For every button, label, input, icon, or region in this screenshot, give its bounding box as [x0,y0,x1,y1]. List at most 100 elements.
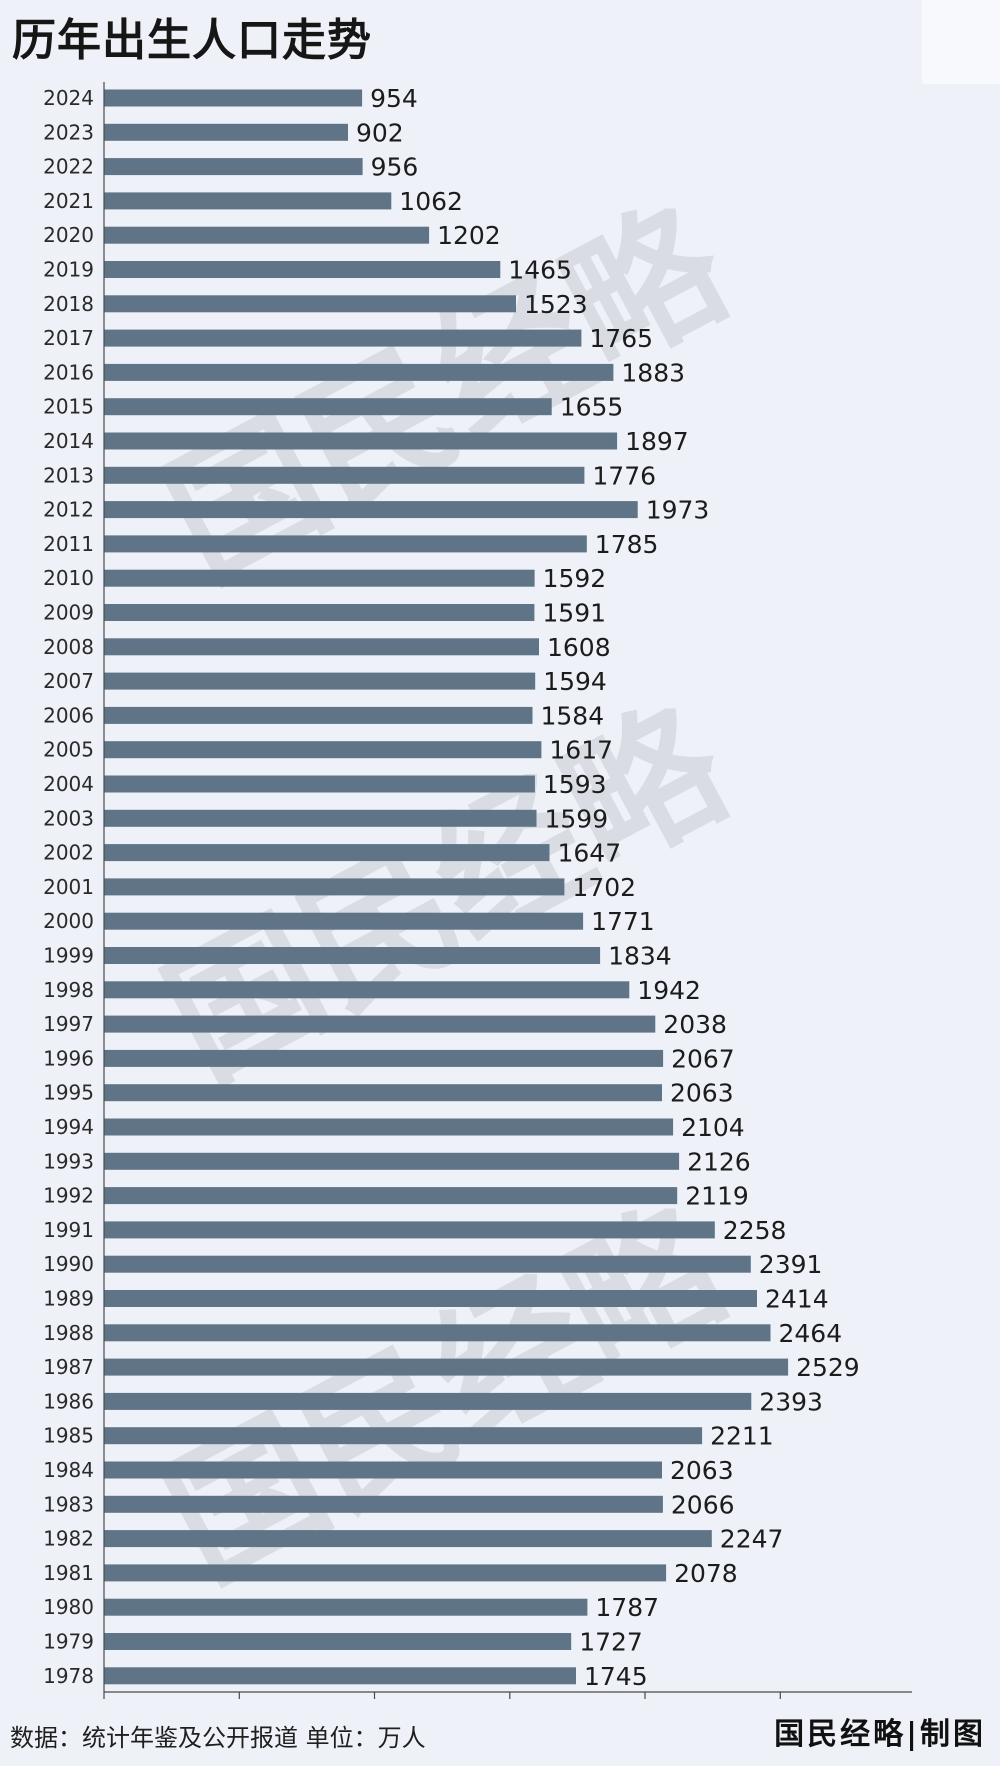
year-label-2022: 2022 [43,155,94,179]
value-label-2012: 1973 [646,496,710,525]
corner-patch [922,0,1000,84]
bar-1999 [104,947,601,964]
year-label-2012: 2012 [43,498,94,522]
year-label-1985: 1985 [43,1424,94,1448]
bar-2007 [104,672,536,690]
value-label-2008: 1608 [547,633,611,662]
value-label-2005: 1617 [549,736,613,765]
year-label-2017: 2017 [43,326,94,350]
value-label-1994: 2104 [681,1113,745,1142]
year-label-2013: 2013 [43,463,94,487]
year-label-2000: 2000 [43,909,94,933]
value-label-2014: 1897 [625,427,689,456]
value-label-1978: 1745 [584,1662,648,1691]
value-label-1993: 2126 [687,1147,751,1176]
bar-1996 [104,1049,664,1067]
year-label-2016: 2016 [43,360,94,384]
value-label-2020: 1202 [437,221,501,250]
bar-1987 [104,1358,789,1376]
value-label-2009: 1591 [542,599,606,628]
value-label-1984: 2063 [670,1456,734,1485]
bar-2021 [104,192,392,210]
year-label-1997: 1997 [43,1012,94,1036]
bar-2019 [104,261,501,278]
year-label-2024: 2024 [43,86,94,110]
bar-1982 [104,1530,712,1548]
value-label-1992: 2119 [685,1182,749,1211]
bar-2002 [104,844,550,862]
value-label-2015: 1655 [560,393,624,422]
value-label-1991: 2258 [723,1216,787,1245]
bar-2022 [104,158,363,176]
year-label-2005: 2005 [43,738,94,762]
bar-1989 [104,1290,757,1307]
bar-2000 [104,912,584,930]
bar-2013 [104,466,585,484]
bar-2009 [104,604,535,621]
bar-2004 [104,775,535,793]
year-label-2004: 2004 [43,772,94,796]
footer-brand: 国民经略|制图 [774,1717,986,1752]
year-label-1984: 1984 [43,1458,94,1482]
year-label-2009: 2009 [43,601,94,625]
year-label-2010: 2010 [43,566,94,590]
value-label-1990: 2391 [759,1250,823,1279]
year-label-2002: 2002 [43,841,94,865]
year-label-1996: 1996 [43,1046,94,1070]
year-label-1981: 1981 [43,1561,94,1585]
bar-2003 [104,809,537,827]
bar-1983 [104,1495,663,1513]
value-label-1979: 1727 [579,1628,643,1657]
bar-1992 [104,1187,678,1205]
value-label-2017: 1765 [589,324,653,353]
value-label-1995: 2063 [670,1079,734,1108]
bar-1994 [104,1118,674,1136]
year-label-2023: 2023 [43,120,94,144]
year-label-1994: 1994 [43,1115,94,1139]
value-label-2004: 1593 [543,770,607,799]
bar-2011 [104,535,587,553]
bar-1985 [104,1427,703,1445]
value-label-1997: 2038 [663,1010,727,1039]
year-label-1978: 1978 [43,1664,94,1688]
bar-2015 [104,398,552,416]
value-label-1996: 2067 [671,1044,735,1073]
bar-1981 [104,1564,667,1582]
year-label-1992: 1992 [43,1184,94,1208]
bar-2016 [104,363,614,381]
bar-1988 [104,1324,771,1342]
year-label-2021: 2021 [43,189,94,213]
value-label-1985: 2211 [710,1422,774,1451]
value-label-1982: 2247 [720,1525,784,1554]
value-label-2013: 1776 [592,461,656,490]
value-label-1983: 2066 [671,1490,735,1519]
year-label-1995: 1995 [43,1081,94,1105]
year-label-2007: 2007 [43,669,94,693]
year-label-2011: 2011 [43,532,94,556]
value-label-2010: 1592 [543,564,607,593]
bar-2014 [104,432,618,450]
bar-2024 [104,89,363,107]
year-label-2015: 2015 [43,395,94,419]
value-label-1980: 1787 [595,1593,659,1622]
bar-2005 [104,741,542,759]
value-label-2018: 1523 [524,290,588,319]
year-label-2014: 2014 [43,429,94,453]
value-label-2007: 1594 [543,667,607,696]
value-label-2000: 1771 [591,907,655,936]
bar-2017 [104,329,582,347]
bar-1998 [104,981,630,999]
bar-1991 [104,1221,715,1239]
bar-1978 [104,1667,576,1685]
bar-2010 [104,569,535,587]
value-label-1986: 2393 [759,1387,823,1416]
bar-2012 [104,501,638,519]
value-label-2022: 956 [371,153,419,182]
bar-1980 [104,1598,588,1616]
bar-1984 [104,1461,662,1479]
value-label-2023: 902 [356,118,404,147]
year-label-2006: 2006 [43,703,94,727]
bar-1979 [104,1633,572,1650]
bar-2023 [104,123,348,141]
